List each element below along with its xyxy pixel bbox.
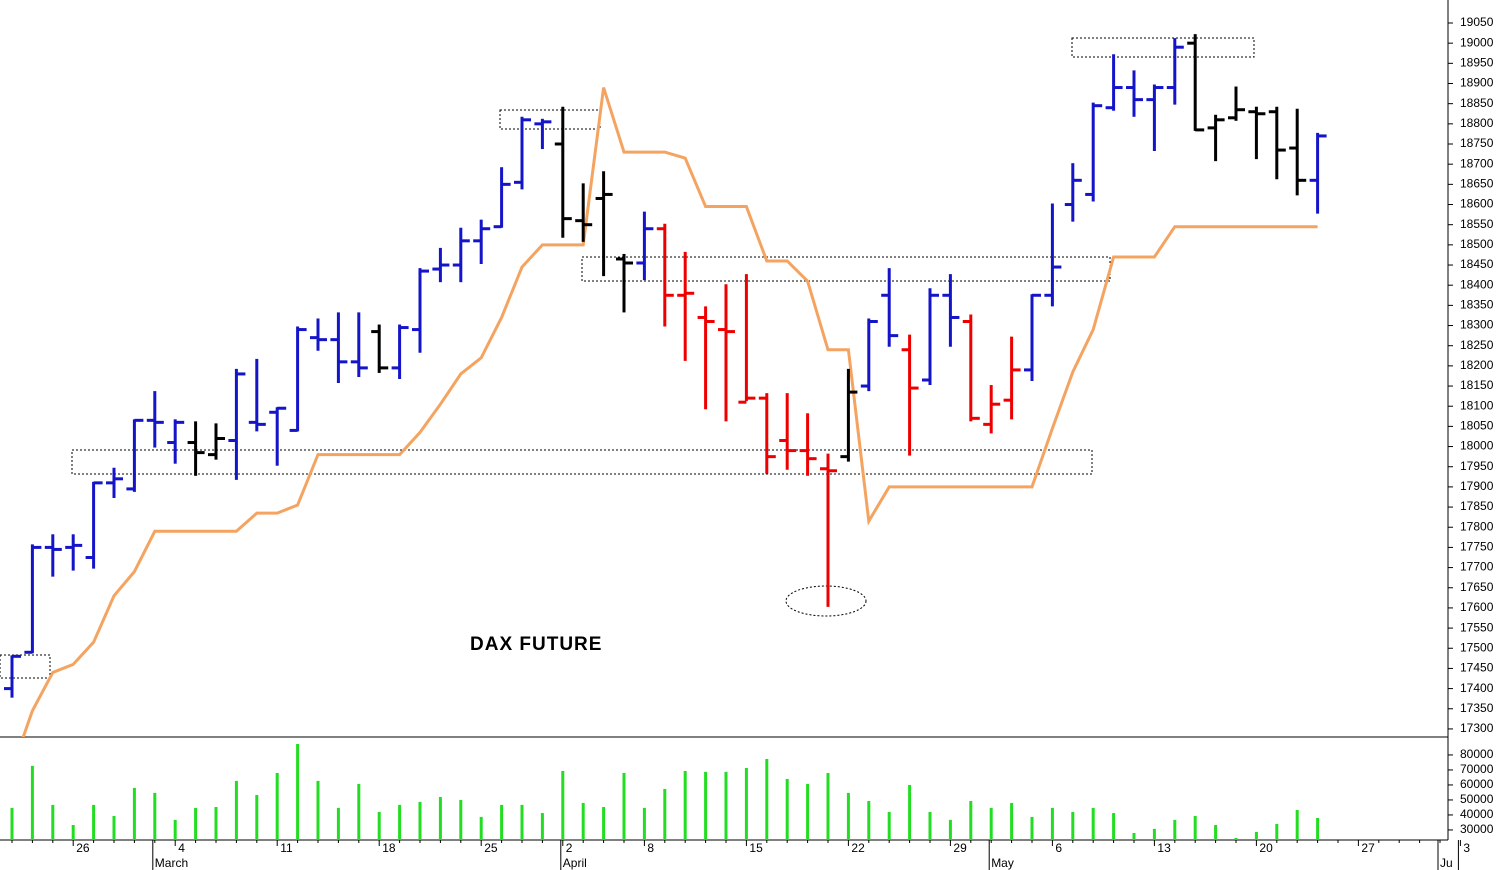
x-tick-label: 11 [280,841,293,855]
x-tick-label: 29 [953,841,967,855]
y-tick-label: 18250 [1460,338,1494,352]
range-box [71,449,1093,475]
y-tick-label: 17600 [1460,600,1494,614]
y-tick-label: 17800 [1460,519,1494,533]
y-tick-label: 18550 [1460,217,1494,231]
y-tick-label: 17550 [1460,620,1494,634]
stop-line [21,87,1318,737]
y-tick-label: 19050 [1460,15,1494,29]
y-tick-label: 18950 [1460,56,1494,70]
range-box [0,654,51,679]
x-tick-label: 20 [1259,841,1273,855]
month-label: May [991,856,1014,870]
x-tick-label: 26 [76,841,90,855]
range-box [499,109,601,130]
y-tick-label: 17650 [1460,580,1494,594]
y-tick-label: 17900 [1460,479,1494,493]
y-tick-label: 18500 [1460,237,1494,251]
x-tick-label: 3 [1463,841,1470,855]
y-tick-label: 18750 [1460,136,1494,150]
x-tick-label: 25 [484,841,498,855]
price-panel [4,34,1327,737]
month-label: March [155,856,188,870]
month-label: April [563,856,587,870]
x-tick-label: 4 [178,841,185,855]
y-tick-label: 18800 [1460,116,1494,130]
y-tick-label: 17850 [1460,499,1494,513]
y-tick-label: 17450 [1460,661,1494,675]
range-box [581,256,1111,282]
low-marker [785,585,867,617]
annotation-boxes [0,37,1255,679]
volume-tick-label: 80000 [1460,747,1494,761]
volume-tick-label: 30000 [1460,822,1494,836]
y-tick-label: 18200 [1460,358,1494,372]
volume-tick-label: 70000 [1460,762,1494,776]
y-tick-label: 17950 [1460,459,1494,473]
y-tick-label: 17400 [1460,681,1494,695]
y-tick-label: 18400 [1460,277,1494,291]
x-tick-label: 13 [1157,841,1171,855]
y-tick-label: 18050 [1460,419,1494,433]
y-tick-label: 18700 [1460,156,1494,170]
y-tick-label: 18600 [1460,197,1494,211]
y-tick-label: 17300 [1460,721,1494,735]
y-tick-label: 18650 [1460,177,1494,191]
range-box [1071,37,1255,58]
y-tick-label: 17350 [1460,701,1494,715]
y-tick-label: 18000 [1460,439,1494,453]
y-tick-label: 17700 [1460,560,1494,574]
x-tick-label: 22 [851,841,865,855]
y-tick-label: 18100 [1460,398,1494,412]
x-tick-label: 8 [647,841,654,855]
month-label: Ju [1440,856,1453,870]
y-tick-label: 18350 [1460,298,1494,312]
y-tick-label: 18300 [1460,318,1494,332]
y-tick-label: 18900 [1460,76,1494,90]
x-tick-label: 6 [1055,841,1062,855]
y-tick-label: 18150 [1460,378,1494,392]
y-tick-label: 19000 [1460,35,1494,49]
volume-tick-label: 50000 [1460,792,1494,806]
y-tick-label: 17500 [1460,640,1494,654]
volume-tick-label: 60000 [1460,777,1494,791]
y-tick-label: 18450 [1460,257,1494,271]
x-tick-label: 18 [382,841,396,855]
y-tick-label: 18850 [1460,96,1494,110]
x-tick-label: 2 [566,841,573,855]
volume-tick-label: 40000 [1460,807,1494,821]
chart-title: DAX FUTURE [470,634,602,655]
x-tick-label: 15 [749,841,763,855]
y-tick-label: 17750 [1460,540,1494,554]
x-tick-label: 27 [1361,841,1375,855]
